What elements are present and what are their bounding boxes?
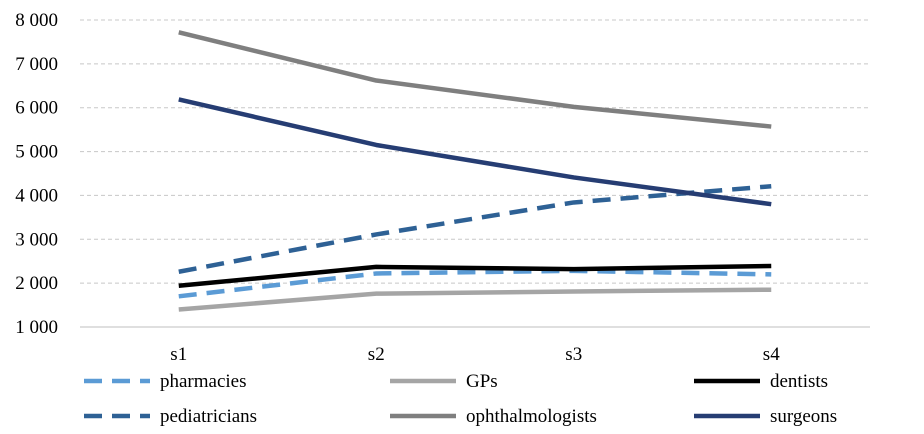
legend-label: pediatricians (160, 406, 257, 427)
series-line-dentists (178, 263, 772, 289)
y-tick-label: 1 000 (15, 317, 58, 338)
x-axis-tick-labels: s1 s2 s3 s4 (170, 344, 780, 365)
x-tick-label: s3 (565, 344, 582, 365)
gridlines (80, 19, 870, 328)
legend-item-pediatricians: pediatricians (84, 406, 257, 427)
legend: pharmacies GPs dentists pediatricians ophtha… (84, 371, 837, 427)
series-line-ophthalmologists (178, 30, 772, 129)
legend-item-surgeons: surgeons (694, 406, 837, 427)
legend-item-dentists: dentists (694, 371, 828, 392)
series-line-pharmacies (178, 268, 772, 299)
y-tick-label: 6 000 (15, 98, 58, 119)
x-tick-label: s4 (763, 344, 780, 365)
legend-label: dentists (770, 371, 828, 392)
legend-item-pharmacies: pharmacies (84, 371, 247, 392)
legend-label: surgeons (770, 406, 837, 427)
legend-label: pharmacies (160, 371, 247, 392)
y-tick-label: 3 000 (15, 229, 58, 250)
legend-item-GPs: GPs (390, 371, 498, 392)
legend-item-ophthalmologists: ophthalmologists (390, 406, 597, 427)
x-tick-label: s1 (170, 344, 187, 365)
y-tick-label: 8 000 (15, 10, 58, 31)
y-tick-label: 4 000 (15, 185, 58, 206)
x-tick-label: s2 (368, 344, 385, 365)
y-axis-tick-labels: 1 000 2 000 3 000 4 000 5 000 6 000 7 000 8 000 (15, 10, 58, 338)
legend-label: GPs (466, 371, 498, 392)
y-tick-label: 2 000 (15, 273, 58, 294)
legend-label: ophthalmologists (466, 406, 597, 427)
series-line-pediatricians (178, 183, 772, 274)
series-line-surgeons (178, 97, 772, 207)
y-tick-label: 5 000 (15, 142, 58, 163)
series-lines (178, 30, 772, 312)
y-tick-label: 7 000 (15, 54, 58, 75)
series-line-GPs (178, 287, 772, 312)
